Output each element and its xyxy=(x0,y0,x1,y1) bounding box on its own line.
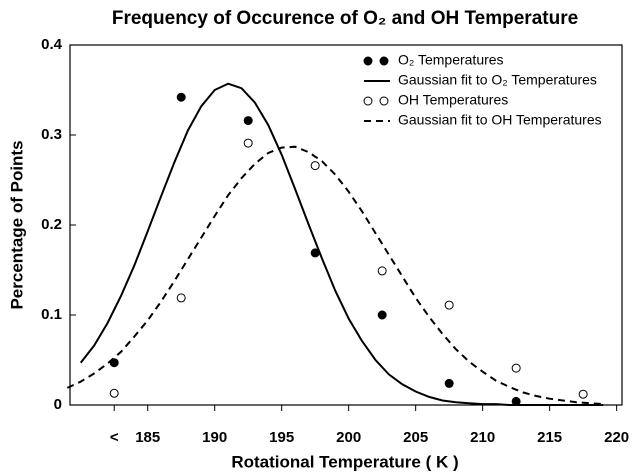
x-tick-label: 195 xyxy=(269,429,294,446)
point xyxy=(578,389,588,399)
point xyxy=(176,92,186,102)
x-tick-label: 220 xyxy=(604,429,629,446)
x-tick-label: 215 xyxy=(537,429,562,446)
legend-marker xyxy=(363,56,373,66)
x-axis-label: Rotational Temperature ( K ) xyxy=(231,452,458,471)
point xyxy=(109,388,119,398)
legend-label: O₂ Temperatures xyxy=(398,52,504,68)
point xyxy=(377,310,387,320)
fit-line xyxy=(79,82,604,406)
point xyxy=(243,138,253,148)
x-tick-label: 190 xyxy=(202,429,227,446)
legend-marker xyxy=(379,96,389,106)
point xyxy=(310,161,320,171)
legend-label: OH Temperatures xyxy=(398,92,508,108)
x-tick-label: 185 xyxy=(135,429,160,446)
legend-label: Gaussian fit to O₂ Temperatures xyxy=(398,72,597,88)
point xyxy=(176,293,186,303)
point xyxy=(444,300,454,310)
legend-marker xyxy=(379,56,389,66)
point xyxy=(377,266,387,276)
y-tick-label: 0.4 xyxy=(41,36,63,53)
plot-frame xyxy=(69,44,623,406)
x-tick-label: 205 xyxy=(403,429,428,446)
point xyxy=(511,363,521,373)
legend-label: Gaussian fit to OH Temperatures xyxy=(398,112,602,128)
y-tick-label: 0 xyxy=(54,396,62,413)
y-axis-label: Percentage of Points xyxy=(7,140,26,309)
y-tick-label: 0.3 xyxy=(41,126,62,143)
x-tick-label: 200 xyxy=(336,429,361,446)
x-tick-label: < xyxy=(110,429,119,446)
chart-title: Frequency of Occurence of O₂ and OH Temp… xyxy=(112,8,578,29)
fit-line xyxy=(66,145,604,406)
x-tick-label: 210 xyxy=(470,429,495,446)
point xyxy=(243,116,253,126)
y-tick-label: 0.2 xyxy=(41,216,62,233)
point xyxy=(444,378,454,388)
legend-marker xyxy=(363,96,373,106)
y-tick-label: 0.1 xyxy=(41,306,62,323)
